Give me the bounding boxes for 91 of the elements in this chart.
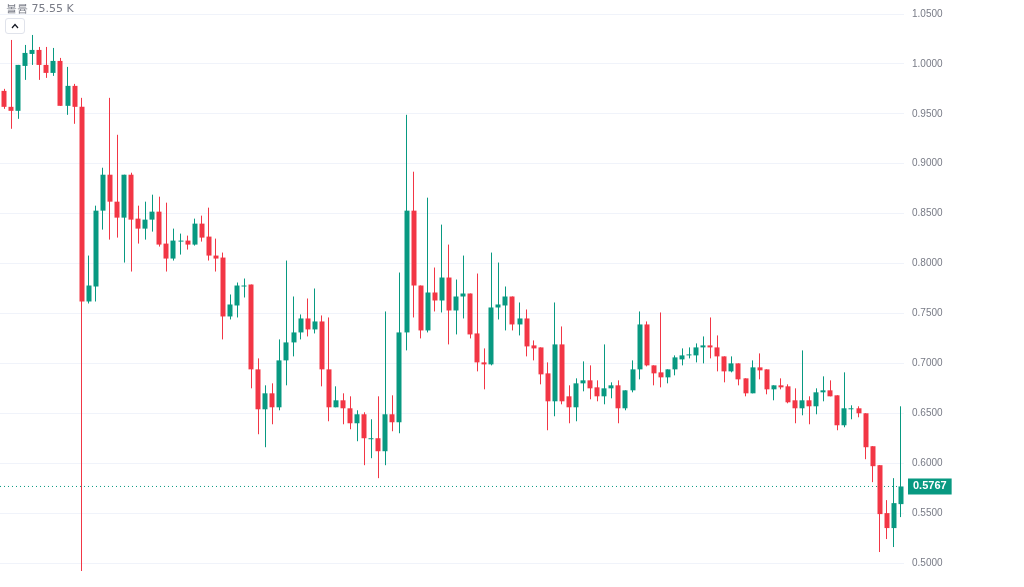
candlestick	[192, 218, 198, 247]
candlestick	[65, 66, 71, 116]
y-tick-label: 0.5000	[912, 556, 944, 568]
y-tick-label: 0.6000	[912, 456, 944, 468]
candlestick	[114, 134, 120, 239]
candlestick	[453, 279, 459, 335]
candlestick	[630, 359, 636, 393]
candlestick	[163, 202, 169, 273]
candlestick	[531, 339, 537, 361]
ref-line-label: 0.5767	[913, 479, 947, 492]
candlestick	[213, 238, 219, 273]
candlestick	[735, 362, 741, 386]
candlestick	[22, 44, 28, 81]
candlestick	[898, 405, 904, 518]
y-tick-label: 0.9000	[912, 157, 944, 169]
candlestick	[29, 34, 35, 66]
y-tick-label: 0.8000	[912, 257, 944, 269]
candlestick	[601, 343, 607, 405]
candlestick	[813, 387, 819, 415]
candlestick	[439, 224, 445, 313]
candlestick	[262, 384, 268, 448]
candlestick	[707, 316, 713, 359]
candlestick	[714, 334, 720, 372]
candlestick	[841, 371, 847, 428]
candlestick	[149, 194, 155, 233]
annotation: 볼륨 75.55 K	[6, 1, 75, 15]
y-tick-label: 0.9500	[912, 107, 944, 119]
candlestick	[298, 313, 304, 340]
candlestick	[241, 278, 247, 298]
candlestick	[672, 354, 678, 376]
candlestick	[283, 260, 289, 386]
candlestick	[792, 387, 798, 424]
candlestick	[1, 88, 7, 110]
candlestick	[686, 346, 692, 359]
candlestick	[495, 262, 501, 320]
candlestick	[170, 228, 176, 262]
candlestick	[693, 342, 699, 363]
candlestick	[36, 46, 42, 81]
candlestick	[806, 395, 812, 425]
candlestick	[354, 409, 360, 442]
y-tick-label: 0.7500	[912, 307, 944, 319]
candlestick	[227, 294, 233, 320]
candlestick	[870, 445, 876, 483]
candlestick	[573, 377, 579, 422]
candlestick	[347, 395, 353, 430]
candlestick	[622, 389, 628, 411]
y-tick-label: 0.6500	[912, 407, 944, 419]
candlestick	[517, 301, 523, 336]
candlestick	[848, 404, 854, 420]
candlestick	[43, 46, 49, 79]
candlestick	[700, 335, 706, 364]
candlestick	[142, 201, 148, 241]
candlestick	[658, 311, 664, 388]
candlestick	[305, 297, 311, 337]
candlestick	[135, 205, 141, 245]
candlestick	[481, 347, 487, 390]
candlestick	[178, 233, 184, 256]
y-tick-label: 1.0500	[912, 7, 944, 19]
candlestick	[8, 39, 14, 130]
candlestick	[651, 364, 657, 386]
candlestick	[389, 394, 395, 432]
candlestick	[764, 368, 770, 395]
candlestick	[206, 207, 212, 262]
candlestick	[361, 411, 367, 466]
candlestick	[340, 392, 346, 425]
candlestick	[799, 349, 805, 416]
candlestick	[566, 384, 572, 424]
candlestick	[502, 286, 508, 331]
candlestick	[312, 288, 318, 334]
y-tick-label: 0.7000	[912, 357, 944, 369]
candlestick	[721, 355, 727, 383]
candlestick	[368, 418, 374, 459]
candlestick	[86, 255, 92, 304]
candlestick	[269, 382, 275, 425]
candlestick	[580, 360, 586, 392]
y-tick-label: 0.8500	[912, 207, 944, 219]
candlestick	[375, 395, 381, 479]
y-tick-label: 1.0000	[912, 57, 944, 69]
candlestick	[757, 352, 763, 380]
candlestick	[820, 375, 826, 402]
candlestick	[72, 83, 78, 125]
candlestick	[615, 379, 621, 424]
y-tick-label: 0.5500	[912, 506, 944, 518]
candlestick	[884, 499, 890, 540]
candlestick	[234, 282, 240, 318]
candlestick	[199, 215, 205, 243]
candlestick	[594, 379, 600, 402]
candlestick	[587, 364, 593, 400]
candlestick	[50, 47, 56, 77]
candlestick	[785, 383, 791, 404]
candlestick	[291, 296, 297, 357]
